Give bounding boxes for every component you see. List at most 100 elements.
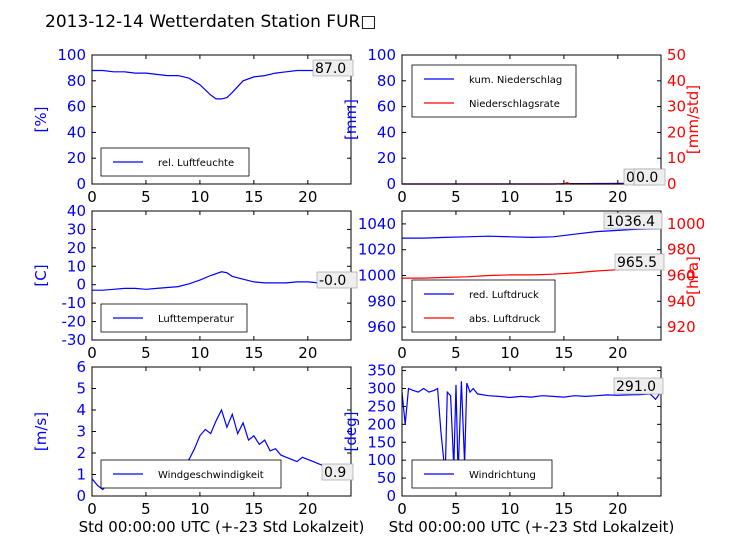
figure-title: 2013-12-14 Wetterdaten Station FUR□ (45, 12, 376, 32)
windspeed-xtick-label: 20 (298, 500, 317, 518)
temperature-value-text-0: -0.0 (319, 273, 346, 289)
humidity-yaxis-label: [%] (32, 107, 50, 133)
temperature-xtick-label: 0 (87, 344, 97, 362)
winddirection-value-text-0: 291.0 (616, 379, 656, 395)
humidity-xtick-label: 5 (141, 188, 151, 206)
panel-humidity: 0 5 10 15 20 0 20 40 60 80 100 [%] rel. Luftfeuchte 8… (32, 46, 354, 206)
humidity-plot-frame (91, 54, 352, 185)
winddirection-plot-frame (401, 366, 662, 497)
pressure-y2tick-label: 960 (667, 267, 696, 285)
winddirection-xtick-label: 5 (451, 500, 461, 518)
temperature-ytick-label: 10 (67, 257, 86, 275)
winddirection-xaxis-label: Std 00:00:00 UTC (+-23 Std Lokalzeit) (389, 518, 675, 536)
winddirection-series-0-line (401, 381, 662, 475)
precipitation-ytick-label: 20 (377, 149, 396, 167)
temperature-yaxis-label: [C] (32, 264, 50, 286)
precipitation-y2tick-label: 20 (667, 123, 686, 141)
precipitation-ytick-label: 60 (377, 98, 396, 116)
windspeed-xtick-label: 5 (141, 500, 151, 518)
precipitation-xtick-label: 15 (554, 188, 573, 206)
temperature-ytick-label: -20 (62, 313, 87, 331)
precipitation-xtick-label: 20 (608, 188, 627, 206)
pressure-value-box-0 (603, 212, 663, 230)
winddirection-ytick-label: 250 (367, 397, 396, 415)
precipitation-y2tick-label: 0 (667, 175, 677, 193)
pressure-xtick-label: 5 (451, 344, 461, 362)
windspeed-ytick-label: 0 (76, 487, 86, 505)
pressure-ytick-label: 960 (367, 318, 396, 336)
pressure-xtick-label: 20 (608, 344, 627, 362)
precipitation-xtick-label: 10 (500, 188, 519, 206)
precipitation-plot-frame (401, 54, 662, 185)
precipitation-ytick-label: 40 (377, 123, 396, 141)
pressure-y2tick-label: 920 (667, 318, 696, 336)
windspeed-xtick-label: 10 (190, 500, 209, 518)
humidity-series-0-line (92, 69, 351, 100)
precipitation-y2tick-label: 50 (667, 46, 686, 64)
temperature-legend-label-0: Lufttemperatur (158, 314, 235, 325)
humidity-value-text-0: 87.0 (315, 61, 346, 77)
windspeed-ytick-label: 1 (76, 466, 86, 484)
pressure-xtick-label: 10 (500, 344, 519, 362)
humidity-ytick-label: 40 (67, 123, 86, 141)
temperature-ytick-label: -10 (62, 294, 87, 312)
temperature-series-0-line (92, 271, 351, 291)
precipitation-ytick-label: 100 (367, 46, 396, 64)
windspeed-value-box-0 (321, 463, 354, 481)
winddirection-value-box-0 (613, 377, 664, 395)
pressure-ytick-label: 1000 (358, 267, 396, 285)
pressure-xtick-label: 0 (397, 344, 407, 362)
winddirection-ytick-label: 150 (367, 433, 396, 451)
winddirection-yaxis-label: [deg] (342, 412, 360, 452)
windspeed-value-text-0: 0.9 (324, 465, 346, 481)
panel-precipitation: 0 5 10 15 20 0 20 40 60 80 100 0 10 20 30 40 50 [mm/std] [… (342, 46, 702, 206)
precipitation-y2axis-label: [mm/std] (684, 85, 702, 154)
pressure-xtick-label: 15 (554, 344, 573, 362)
windspeed-legend-label-0: Windgeschwindigkeit (158, 470, 264, 481)
pressure-value-box-1 (614, 253, 665, 271)
pressure-value-text-0: 1036.4 (606, 214, 655, 230)
windspeed-ytick-label: 4 (76, 401, 86, 419)
temperature-xtick-label: 5 (141, 344, 151, 362)
humidity-xtick-label: 0 (87, 188, 97, 206)
precipitation-xtick-label: 0 (397, 188, 407, 206)
pressure-legend-label-1: abs. Luftdruck (469, 314, 540, 325)
humidity-ytick-label: 0 (76, 175, 86, 193)
winddirection-ytick-label: 200 (367, 415, 396, 433)
pressure-y2axis-label: [hPa] (684, 256, 702, 295)
winddirection-xtick-label: 15 (554, 500, 573, 518)
pressure-value-text-1: 965.5 (617, 255, 657, 271)
winddirection-xtick-label: 20 (608, 500, 627, 518)
temperature-ytick-label: -30 (62, 331, 87, 349)
humidity-xtick-label: 10 (190, 188, 209, 206)
precipitation-y2tick-label: 40 (667, 72, 686, 90)
winddirection-legend-label-0: Windrichtung (469, 470, 536, 481)
precipitation-legend-label-0: kum. Niederschlag (469, 75, 562, 86)
temperature-value-box-0 (316, 271, 358, 289)
precipitation-ytick-label: 80 (377, 72, 396, 90)
humidity-ytick-label: 20 (67, 149, 86, 167)
humidity-ytick-label: 100 (57, 46, 86, 64)
windspeed-ytick-label: 6 (76, 358, 86, 376)
winddirection-ytick-label: 350 (367, 362, 396, 380)
panel-pressure: 0 5 10 15 20 960 980 1000 1020 1040 920 940 960 980 10… (358, 210, 705, 362)
pressure-y2tick-label: 980 (667, 241, 696, 259)
windspeed-ytick-label: 3 (76, 423, 86, 441)
windspeed-xaxis-label: Std 00:00:00 UTC (+-23 Std Lokalzeit) (79, 518, 365, 536)
temperature-ytick-label: 20 (67, 239, 86, 257)
panel-temperature: 0 5 10 15 20-30-20-10010203040[C]Lufttempera… (32, 202, 358, 362)
pressure-legend-label-0: red. Luftdruck (469, 290, 539, 301)
windspeed-ytick-label: 2 (76, 444, 86, 462)
precipitation-value-text-1: 0.0 (636, 170, 658, 186)
winddirection-xtick-label: 0 (397, 500, 407, 518)
humidity-ytick-label: 80 (67, 72, 86, 90)
humidity-xtick-label: 20 (298, 188, 317, 206)
windspeed-xtick-label: 0 (87, 500, 97, 518)
winddirection-ytick-label: 50 (377, 469, 396, 487)
humidity-value-box-0 (312, 59, 354, 77)
humidity-ytick-label: 60 (67, 98, 86, 116)
winddirection-ytick-label: 0 (386, 487, 396, 505)
